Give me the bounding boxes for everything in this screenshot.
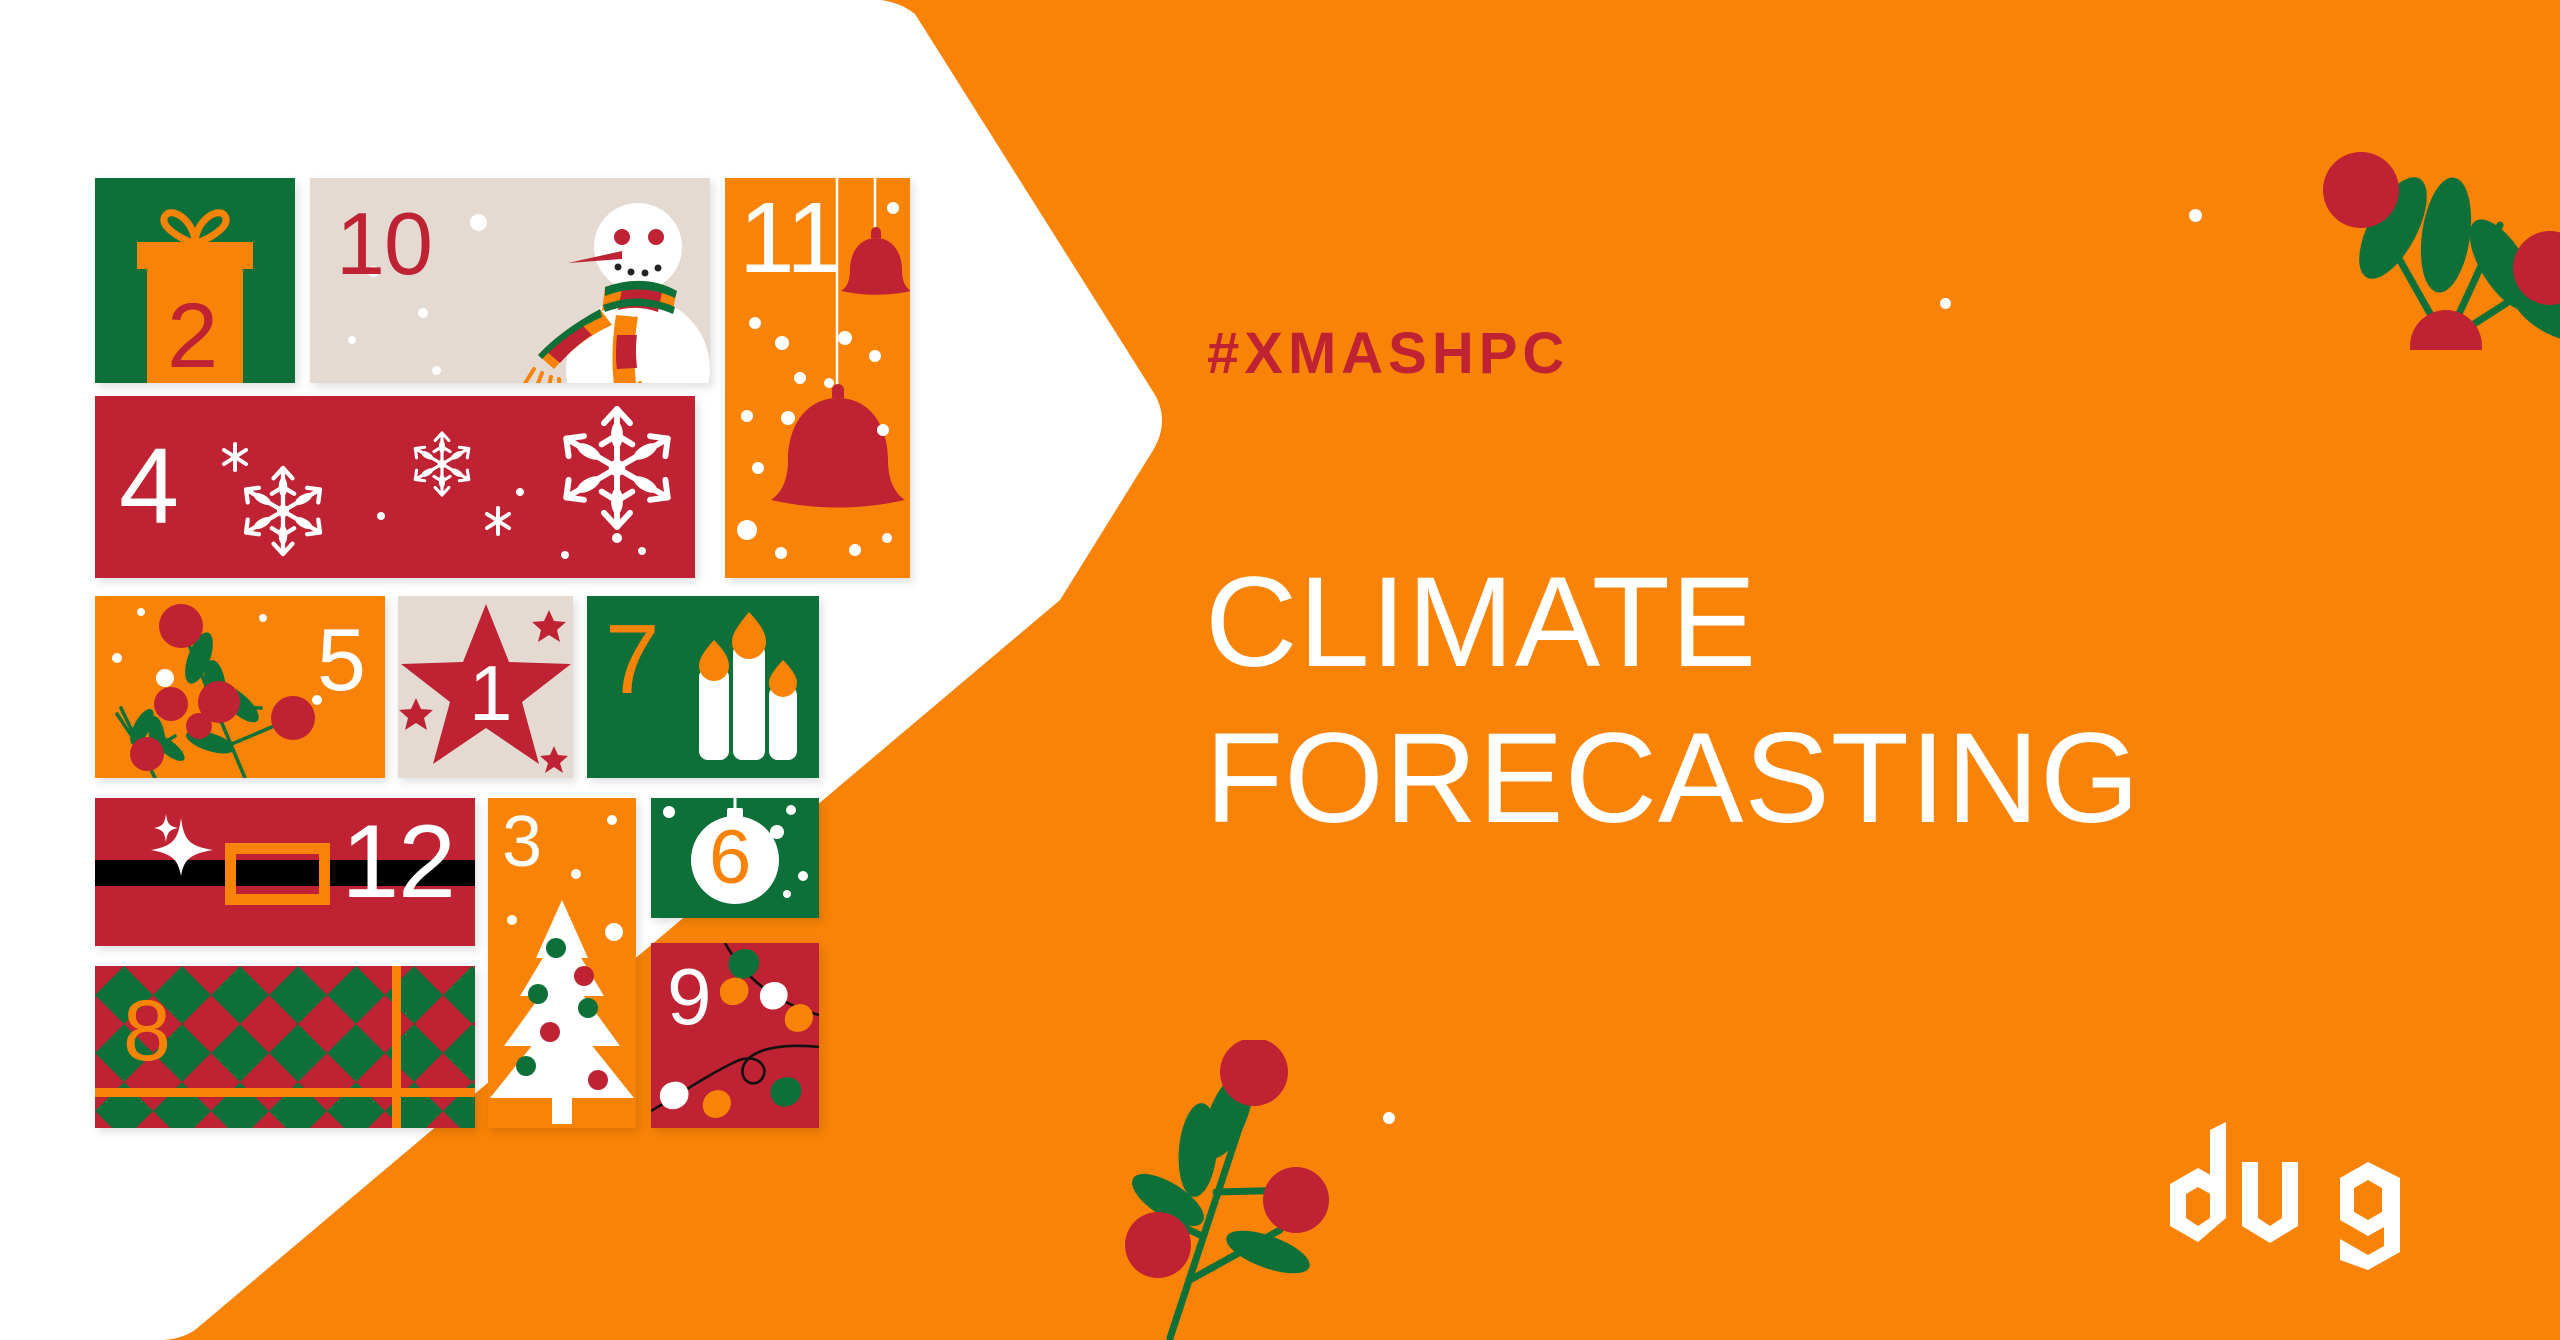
calendar-tile-4[interactable]: 4 [95, 396, 695, 578]
snow-dot [348, 336, 356, 344]
calendar-day-number: 8 [123, 983, 171, 1079]
berry-sprig-icon [2250, 50, 2560, 382]
calendar-tile-10[interactable]: 10 [310, 178, 710, 383]
calendar-day-number: 4 [119, 425, 179, 546]
calendar-day-number: 11 [739, 182, 842, 294]
snow-dot [418, 308, 428, 318]
calendar-day-number: 12 [341, 804, 456, 920]
snow-dot [470, 214, 487, 231]
headline-line-2: FORECASTING [1205, 707, 2141, 851]
calendar-day-number: 2 [167, 285, 218, 383]
calendar-day-number: 1 [469, 649, 512, 737]
calendar-day-number: 5 [317, 610, 366, 709]
snow-dot [1383, 1112, 1395, 1124]
snowman-icon [510, 189, 710, 383]
calendar-tile-12[interactable]: 12 [95, 798, 475, 946]
hashtag-label: #XMASHPC [1207, 321, 1570, 386]
calendar-day-number: 7 [605, 604, 660, 714]
calendar-day-number: 9 [667, 952, 711, 1041]
calendar-tile-9[interactable]: 9 [651, 943, 819, 1128]
calendar-tile-1[interactable]: 1 [398, 596, 573, 778]
snow-dot [368, 266, 379, 277]
calendar-tile-3[interactable]: 3 [488, 798, 636, 1128]
snow-dot [2189, 209, 2202, 222]
headline-line-1: CLIMATE [1205, 551, 1758, 694]
belt-buckle-icon [225, 843, 330, 905]
gift-bow-icon [153, 206, 237, 250]
gift-lid-icon [137, 242, 253, 269]
snow-dot [1940, 298, 1951, 309]
calendar-tile-7[interactable]: 7 [587, 596, 819, 778]
calendar-day-number: 6 [709, 815, 751, 900]
calendar-tile-2[interactable]: 2 [95, 178, 295, 383]
snow-dot [432, 366, 441, 375]
page-title: CLIMATE FORECASTING [1205, 545, 2141, 857]
calendar-tile-6[interactable]: 6 [651, 798, 819, 918]
gift-body-icon [147, 269, 243, 383]
calendar-tile-11[interactable]: 11 [725, 178, 910, 578]
calendar-tile-5[interactable]: 5 [95, 596, 385, 778]
berry-sprig-icon [1120, 1038, 1420, 1340]
advent-calendar: 2 [95, 178, 915, 1168]
calendar-day-number: 10 [336, 194, 433, 293]
santa-belt-icon [95, 860, 475, 886]
calendar-tile-8[interactable]: 8 [95, 966, 475, 1128]
dug-logo[interactable] [2142, 1100, 2482, 1270]
calendar-day-number: 3 [502, 802, 542, 882]
